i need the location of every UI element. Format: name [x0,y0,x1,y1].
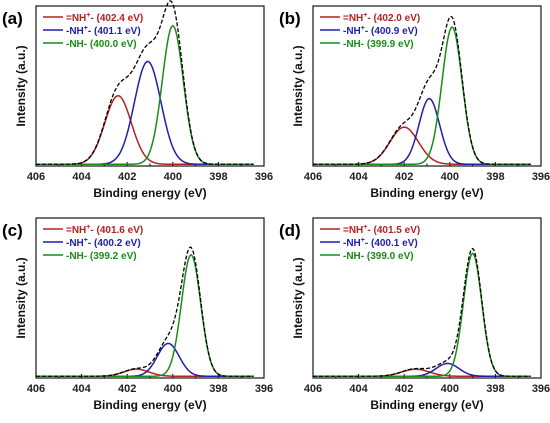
legend-label-3: -NH- (400.0 eV) [66,39,137,50]
x-tick-label: 396 [255,171,273,183]
x-tick-label: 404 [72,383,91,395]
panel-d: 406 404 402 400 398 396 Binding energy (eV) Int… [279,217,550,412]
envelope-curve [313,15,531,165]
y-axis-label: Intensity (a.u.) [291,45,305,126]
x-axis-label: Binding energy (eV) [370,186,483,200]
legend-label-2: -NH+- (401.1 eV) [66,25,141,37]
legend-label-1: =NH+- (401.6 eV) [66,224,143,236]
y-axis-label: Intensity (a.u.) [291,257,305,338]
y-axis-label: Intensity (a.u.) [14,45,28,126]
series-3-curve [36,254,254,378]
panel-a: 406 404 402 400 398 396 Binding energy (eV) Int… [2,0,273,200]
x-tick-label: 406 [304,383,322,395]
x-tick-label: 400 [164,171,182,183]
x-tick-label: 396 [532,383,550,395]
x-tick-label: 406 [27,383,45,395]
x-tick-label: 398 [486,171,504,183]
legend-label-3: -NH- (399.2 eV) [66,251,137,262]
panel-letter: (b) [279,9,301,28]
x-tick-label: 398 [209,383,227,395]
envelope-curve [36,246,254,377]
legend-label-2: -NH+- (400.2 eV) [66,237,141,249]
x-tick-label: 402 [118,383,136,395]
x-tick-label: 400 [441,171,459,183]
series-2-curve [313,97,531,166]
x-tick-label: 404 [72,171,91,183]
panel-letter: (a) [2,9,23,28]
x-tick-label: 402 [118,171,136,183]
legend-label-3: -NH- (399.0 eV) [343,251,414,262]
x-tick-label: 402 [395,383,413,395]
x-tick-label: 396 [532,171,550,183]
legend-label-1: =NH+- (402.0 eV) [343,12,420,24]
panel-c: 406 404 402 400 398 396 Binding energy (eV) Int… [2,217,273,412]
envelope-curve [36,0,254,165]
x-tick-label: 402 [395,171,413,183]
x-tick-label: 398 [209,171,227,183]
x-tick-label: 400 [164,383,182,395]
x-tick-label: 400 [441,383,459,395]
x-axis-label: Binding energy (eV) [93,186,206,200]
panel-b: 406 404 402 400 398 396 Binding energy (eV) Int… [279,5,550,200]
series-2-curve [36,60,254,166]
x-axis-label: Binding energy (eV) [93,398,206,412]
series-1-curve [313,126,531,166]
legend-label-1: =NH+- (402.4 eV) [66,12,143,24]
legend-label-2: -NH+- (400.9 eV) [343,25,418,37]
x-tick-label: 406 [27,171,45,183]
x-tick-label: 396 [255,383,273,395]
legend-label-2: -NH+- (400.1 eV) [343,237,418,249]
x-tick-label: 404 [349,171,368,183]
y-axis-label: Intensity (a.u.) [14,257,28,338]
x-axis-label: Binding energy (eV) [370,398,483,412]
x-tick-label: 404 [349,383,368,395]
envelope-curve [313,247,531,377]
x-tick-label: 398 [486,383,504,395]
legend-label-3: -NH- (399.9 eV) [343,39,414,50]
panel-letter: (d) [279,221,301,240]
panel-letter: (c) [2,221,23,240]
series-3-curve [313,252,531,378]
series-1-curve [36,94,254,166]
x-tick-label: 406 [304,171,322,183]
legend-label-1: =NH+- (401.5 eV) [343,224,420,236]
